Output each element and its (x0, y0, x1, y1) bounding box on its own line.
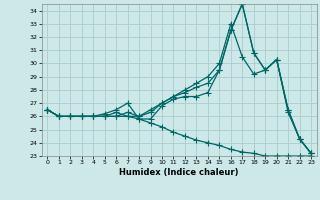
X-axis label: Humidex (Indice chaleur): Humidex (Indice chaleur) (119, 168, 239, 177)
